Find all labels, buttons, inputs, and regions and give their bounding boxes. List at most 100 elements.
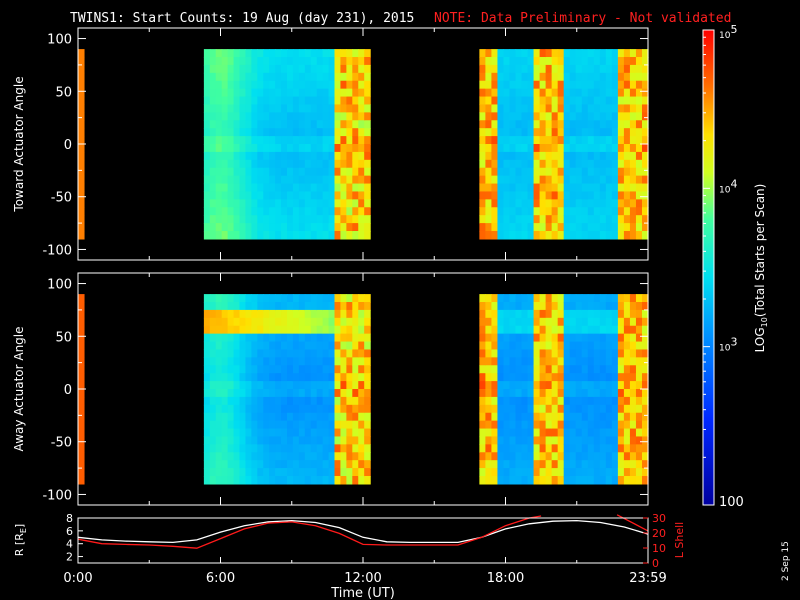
- heatmap-cell: [623, 144, 631, 153]
- heatmap-cell: [641, 191, 649, 200]
- heatmap-cell: [346, 389, 353, 398]
- heatmap-cell: [298, 231, 306, 240]
- heatmap-cell: [557, 428, 565, 438]
- heatmap-cell: [485, 112, 493, 121]
- heatmap-cell: [364, 468, 371, 477]
- heatmap-cell: [298, 436, 306, 445]
- heatmap-cell: [251, 167, 258, 177]
- heatmap-cell: [521, 120, 529, 129]
- heatmap-cell: [611, 120, 619, 129]
- heatmap-cell: [358, 357, 365, 366]
- heatmap-cell: [352, 428, 359, 438]
- heatmap-cell: [545, 365, 553, 374]
- heatmap-cell: [275, 144, 282, 153]
- heatmap-cell: [221, 365, 229, 374]
- heatmap-cell: [629, 302, 637, 311]
- heatmap-cell: [521, 136, 529, 145]
- heatmap-cell: [533, 151, 541, 161]
- heatmap-cell: [304, 96, 312, 106]
- heatmap-cell: [209, 104, 217, 113]
- heatmap-cell: [569, 452, 577, 461]
- heatmap-cell: [215, 452, 223, 461]
- heatmap-cell: [605, 167, 613, 177]
- heatmap-cell: [358, 223, 365, 232]
- heatmap-cell: [328, 404, 336, 414]
- heatmap-cell: [503, 112, 511, 121]
- heatmap-cell: [509, 128, 517, 137]
- heatmap-cell: [563, 80, 571, 90]
- heatmap-cell: [275, 444, 282, 453]
- heatmap-cell: [227, 175, 235, 185]
- heatmap-cell: [605, 57, 613, 66]
- heatmap-cell: [563, 420, 571, 430]
- heatmap-cell: [334, 231, 342, 240]
- heatmap-cell: [269, 476, 276, 485]
- heatmap-cell: [292, 64, 300, 74]
- heatmap-cell: [515, 144, 523, 153]
- heatmap-cell: [215, 231, 223, 240]
- heatmap-cell: [78, 112, 85, 121]
- heatmap-cell: [593, 444, 601, 453]
- heatmap-cell: [209, 207, 217, 216]
- heatmap-cell: [340, 341, 347, 351]
- heatmap-cell: [346, 309, 353, 319]
- heatmap-cell: [328, 159, 336, 169]
- heatmap-cell: [358, 412, 365, 422]
- heatmap-cell: [611, 207, 619, 216]
- heatmap-cell: [611, 381, 619, 390]
- heatmap-cell: [245, 159, 252, 169]
- heatmap-cell: [251, 207, 258, 216]
- heatmap-cell: [221, 404, 229, 414]
- heatmap-cell: [623, 294, 631, 303]
- heatmap-cell: [557, 444, 565, 453]
- heatmap-cell: [611, 365, 619, 374]
- heatmap-cell: [575, 444, 583, 453]
- heatmap-cell: [593, 112, 601, 121]
- heatmap-cell: [623, 223, 631, 232]
- heatmap-cell: [269, 294, 276, 303]
- heatmap-cell: [533, 191, 541, 200]
- heatmap-cell: [491, 191, 499, 200]
- heatmap-cell: [563, 96, 571, 106]
- heatmap-cell: [358, 120, 365, 129]
- heatmap-cell: [221, 64, 229, 74]
- heatmap-cell: [340, 175, 347, 185]
- heatmap-cell: [257, 436, 264, 445]
- heatmap-cell: [298, 128, 306, 137]
- heatmap-cell: [485, 420, 493, 430]
- heatmap-cell: [316, 302, 324, 311]
- heatmap-cell: [227, 112, 235, 121]
- heatmap-cell: [203, 389, 211, 398]
- heatmap-cell: [322, 96, 330, 106]
- heatmap-cell: [269, 396, 276, 406]
- heatmap-cell: [635, 104, 643, 113]
- heatmap-cell: [263, 223, 270, 232]
- heatmap-cell: [316, 136, 324, 145]
- heatmap-cell: [304, 112, 312, 121]
- heatmap-cell: [322, 381, 330, 390]
- heatmap-cell: [292, 159, 300, 169]
- heatmap-cell: [364, 207, 371, 216]
- heatmap-cell: [281, 120, 288, 129]
- heatmap-cell: [358, 215, 365, 224]
- heatmap-cell: [581, 325, 589, 335]
- heatmap-cell: [221, 175, 229, 185]
- heatmap-cell: [287, 333, 294, 343]
- heatmap-cell: [581, 452, 589, 461]
- heatmap-cell: [539, 468, 547, 477]
- heatmap-cell: [203, 183, 211, 193]
- heatmap-cell: [346, 428, 353, 438]
- heatmap-cell: [215, 420, 223, 430]
- heatmap-cell: [352, 381, 359, 390]
- heatmap-cell: [491, 175, 499, 185]
- heatmap-cell: [340, 80, 347, 90]
- heatmap-cell: [221, 460, 229, 469]
- heatmap-cell: [233, 381, 241, 390]
- heatmap-cell: [629, 452, 637, 461]
- heatmap-cell: [527, 57, 535, 66]
- heatmap-cell: [497, 420, 505, 430]
- heatmap-cell: [545, 302, 553, 311]
- heatmap-cell: [515, 396, 523, 406]
- heatmap-cell: [617, 428, 625, 438]
- heatmap-cell: [623, 72, 631, 82]
